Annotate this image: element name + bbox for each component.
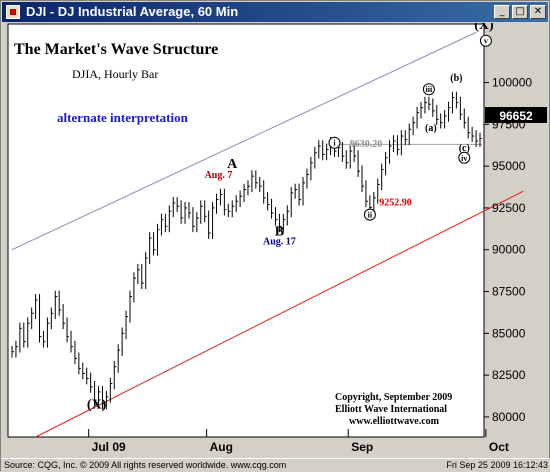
y-tick-label: 90000 [492, 243, 526, 257]
chart-subtitle: DJIA, Hourly Bar [72, 67, 158, 81]
wave-label: (X) [474, 23, 494, 33]
wave-label-circle [328, 136, 341, 149]
x-tick-label: Oct [489, 440, 509, 454]
y-tick-label: 92500 [492, 201, 526, 215]
wave-label: iii [426, 85, 433, 94]
annotations: The Market's Wave Structure DJIA, Hourly… [14, 23, 494, 427]
price-annotation: Aug. 7 [205, 170, 233, 181]
minimize-button[interactable]: _ [494, 5, 510, 19]
wave-label-circle [363, 208, 376, 221]
maximize-button[interactable]: □ [512, 5, 528, 19]
last-price-box [485, 107, 547, 123]
price-annotation: 9252.90 [379, 197, 412, 208]
wave-label: ii [368, 211, 373, 220]
y-axis: 8000082500850008750090000925009500097500… [484, 76, 532, 424]
credit-line-2: Elliott Wave International [335, 404, 447, 415]
alternate-note: alternate interpretation [57, 110, 189, 125]
x-tick-label: Aug [210, 440, 233, 454]
price-annotation: Aug. 17 [263, 237, 296, 248]
channel-upper-line [11, 31, 477, 251]
wave-label: i [333, 139, 336, 148]
wave-label-circle [458, 151, 471, 164]
last-price-marker: 96652 [485, 107, 547, 123]
y-tick-label: 100000 [492, 76, 532, 90]
wave-label: iv [461, 154, 467, 163]
wave-label: (X) [87, 398, 107, 413]
status-source: Source: CQG, Inc. © 2009 All rights rese… [4, 460, 287, 470]
close-button[interactable]: ✕ [530, 5, 546, 19]
wave-label-circle [422, 83, 435, 96]
wave-label-circle [479, 34, 492, 47]
credit-line-1: Copyright, September 2009 [335, 392, 452, 403]
price-chart: Jul 09 Aug Sep Oct 80000 82500 85000 87500 9000… [4, 23, 548, 457]
x-tick-label: Jul 09 [92, 440, 126, 454]
status-timestamp: Fri Sep 25 2009 16:12:43 [446, 460, 548, 470]
window-title: DJI - DJ Industrial Average, 60 Min [26, 4, 239, 19]
y-tick-label: 95000 [492, 159, 526, 173]
y-tick-label: 80000 [492, 410, 526, 424]
wave-label: A [227, 157, 238, 172]
price-bars [11, 91, 482, 410]
wave-label: v [484, 37, 488, 46]
wave-label: B [275, 225, 284, 240]
channel-lines [11, 31, 524, 438]
title-bar[interactable]: DJI - DJ Industrial Average, 60 Min _ □ … [2, 2, 548, 22]
app-icon[interactable] [6, 5, 20, 19]
wave-label: (c) [459, 143, 470, 154]
status-bar: Source: CQG, Inc. © 2009 All rights rese… [1, 458, 550, 472]
last-price-value: 96652 [499, 109, 533, 123]
x-axis: Jul 09 Aug Sep Oct [88, 429, 509, 454]
channel-lower-line [35, 190, 524, 438]
chart-title: The Market's Wave Structure [14, 41, 218, 58]
credit-line-3: www.elliottwave.com [349, 416, 440, 427]
x-tick-label: Sep [351, 440, 373, 454]
wave-label: (a) [425, 123, 437, 134]
wave-label: (b) [450, 73, 462, 84]
y-tick-label: 82500 [492, 368, 526, 382]
price-annotation: 9630.20 [350, 139, 383, 150]
y-tick-label: 87500 [492, 285, 526, 299]
plot-area [7, 23, 485, 438]
y-tick-label: 85000 [492, 326, 526, 340]
